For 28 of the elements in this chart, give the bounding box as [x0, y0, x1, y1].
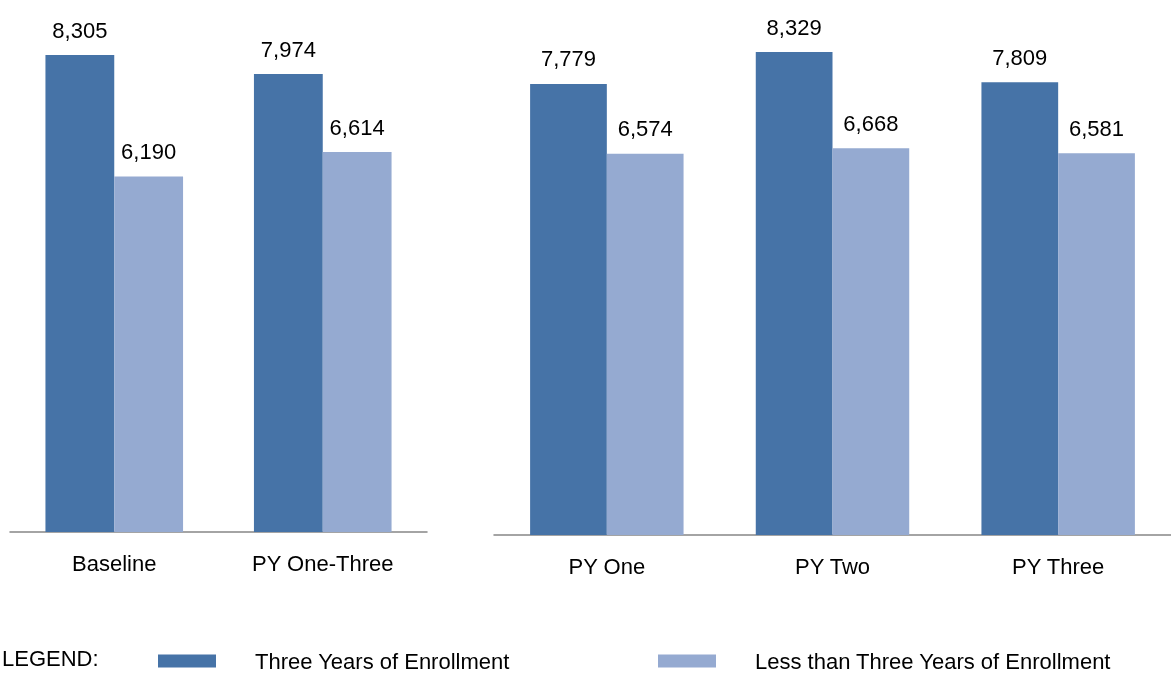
legend-title: LEGEND:	[2, 645, 99, 671]
bar	[253, 74, 323, 532]
data-label: 7,809	[992, 44, 1048, 70]
bar	[114, 176, 184, 532]
bar	[755, 52, 833, 535]
data-label: 6,614	[329, 114, 385, 140]
legend-label: Three Years of Enrollment	[255, 648, 510, 673]
x-tick-label: PY Two	[794, 553, 871, 579]
bar	[322, 152, 392, 532]
data-label: 7,974	[260, 36, 316, 62]
x-tick-label: Baseline	[72, 550, 157, 576]
data-label: 6,190	[121, 138, 177, 164]
data-label: 8,329	[766, 14, 822, 40]
data-label: 6,581	[1069, 115, 1125, 141]
data-label: 6,668	[843, 110, 899, 136]
data-label: 6,574	[617, 116, 673, 142]
x-tick-label: PY One	[568, 553, 646, 579]
x-tick-label: PY One-Three	[252, 550, 394, 576]
data-label: 7,779	[540, 46, 596, 72]
bar	[45, 55, 115, 532]
bar	[981, 82, 1059, 535]
bar	[606, 153, 684, 535]
data-label: 8,305	[52, 17, 108, 43]
legend-label: Less than Three Years of Enrollment	[755, 648, 1111, 673]
bar	[530, 83, 607, 535]
x-tick-label: PY Three	[1012, 553, 1105, 579]
bar	[832, 148, 910, 535]
bar	[1058, 153, 1135, 535]
